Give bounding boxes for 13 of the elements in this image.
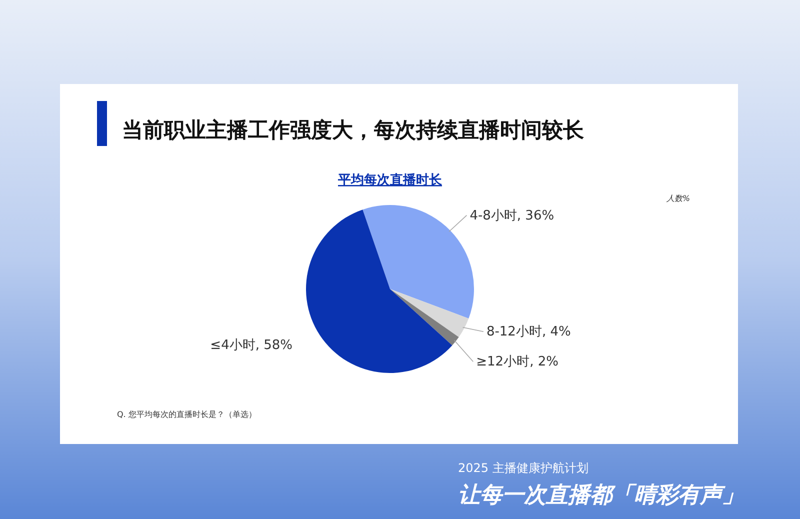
slice-label: ≤4小时, 58% bbox=[210, 338, 293, 354]
slice-label: 8-12小时, 4% bbox=[486, 324, 571, 340]
text: 人数% bbox=[665, 194, 690, 203]
text: Q. 您平均每次的直播时长是？（单选） bbox=[117, 410, 256, 419]
text: 2025 主播健康护航计划 bbox=[458, 461, 588, 475]
slice-label: 4-8小时, 36% bbox=[470, 208, 554, 224]
text: 让每一次直播都「晴彩有声」 bbox=[458, 483, 744, 508]
chart-title: 当前职业主播工作强度大，每次持续直播时间较长 bbox=[122, 118, 585, 142]
chart-subtitle: 平均每次直播时长 bbox=[337, 173, 443, 188]
pie-slice bbox=[390, 289, 459, 346]
pie-slice bbox=[306, 210, 452, 373]
pie-slice bbox=[390, 289, 469, 338]
slice-label: ≥12小时, 2% bbox=[476, 354, 558, 370]
